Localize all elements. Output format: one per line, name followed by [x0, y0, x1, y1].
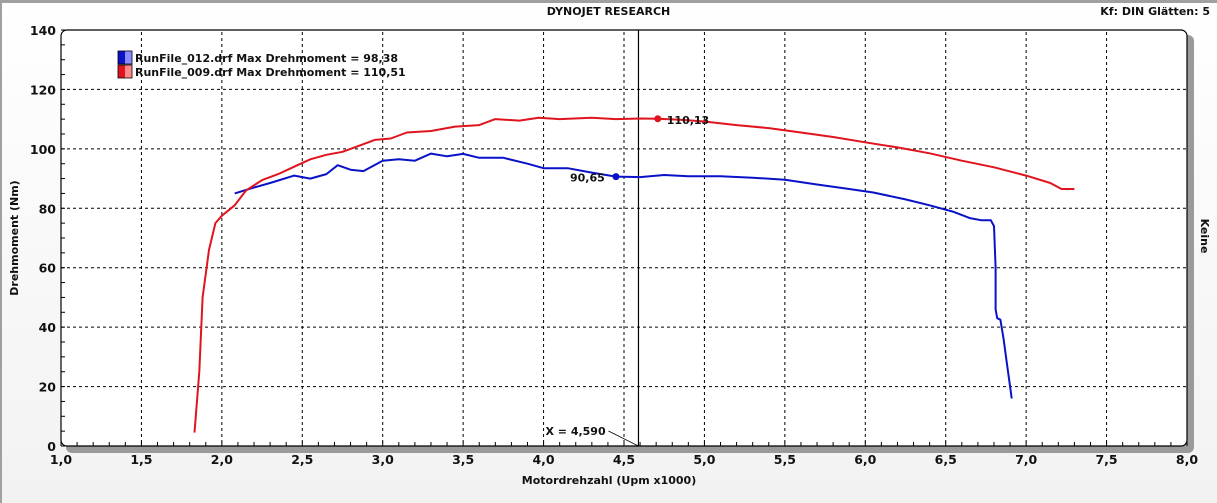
cursor-line[interactable]: X = 4,590: [545, 30, 640, 447]
y-tick-label: 20: [39, 380, 57, 395]
x-tick-label: 6,0: [854, 452, 876, 467]
legend-swatch-border: [117, 64, 133, 79]
legend-swatch-light: [125, 65, 132, 78]
legend-swatch-dark: [118, 51, 125, 64]
x-tick-label: 5,5: [774, 452, 796, 467]
axis-ticks: [60, 29, 1188, 447]
legend-swatch-border: [117, 50, 133, 65]
legend-swatch-dark: [118, 65, 125, 78]
x-axis-title: Motordrehzahl (Upm x1000): [522, 474, 696, 487]
legend-swatch-light: [125, 51, 132, 64]
series-line-2: [193, 116, 1075, 433]
marker-value-label: 110,13: [667, 114, 709, 127]
settings-label: Kf: DIN Glätten: 5: [1100, 5, 1210, 18]
series-marker-2[interactable]: [654, 115, 662, 123]
x-tick-label: 4,0: [532, 452, 554, 467]
y-axis-title: Drehmoment (Nm): [8, 180, 21, 295]
marker-value-label: 90,65: [570, 172, 605, 185]
x-tick-label: 2,0: [211, 452, 233, 467]
y-tick-label: 100: [30, 142, 56, 157]
cursor-label-leader: [608, 430, 639, 447]
y-tick-label: 0: [47, 439, 56, 454]
grid: [61, 32, 1187, 446]
legend-entry: RunFile_012.drf Max Drehmoment = 98,38: [135, 52, 398, 65]
x-tick-label: 6,5: [935, 452, 957, 467]
y-tick-label: 140: [30, 23, 56, 38]
x-tick-label: 3,5: [452, 452, 474, 467]
x-tick-label: 5,0: [693, 452, 715, 467]
legend: RunFile_012.drf Max Drehmoment = 98,38Ru…: [117, 50, 406, 79]
series-marker-1[interactable]: [612, 173, 620, 181]
x-tick-label: 1,0: [50, 452, 72, 467]
x-axis-tick-labels: 1,0 1,5 2,0 2,5 3,0 3,5 4,0 4,5 5,0 5,5 6,0 6,5 7,0 7…: [50, 452, 1198, 467]
y-tick-label: 60: [39, 261, 57, 276]
legend-entry: RunFile_009.drf Max Drehmoment = 110,51: [135, 66, 406, 79]
window-frame-top: [0, 0, 1217, 3]
window-frame-left: [0, 0, 2, 503]
x-tick-label: 2,5: [291, 452, 313, 467]
x-tick-label: 3,0: [372, 452, 394, 467]
y-tick-label: 120: [30, 82, 56, 97]
x-tick-label: 1,5: [130, 452, 152, 467]
cursor-label: X = 4,590: [545, 425, 605, 438]
x-tick-label: 7,0: [1015, 452, 1037, 467]
x-tick-label: 8,0: [1176, 452, 1198, 467]
series-line-1: [234, 152, 1013, 399]
chart-title: DYNOJET RESEARCH: [546, 5, 671, 18]
series-lines: 90,65 110,13: [193, 114, 1075, 433]
x-tick-label: 7,5: [1095, 452, 1117, 467]
x-tick-label: 4,5: [613, 452, 635, 467]
right-axis-label: Keine: [1198, 219, 1211, 254]
y-tick-label: 80: [39, 201, 57, 216]
y-axis-tick-labels: 0 20 40 60 80 100 120 140: [30, 23, 56, 454]
y-tick-label: 40: [39, 320, 57, 335]
